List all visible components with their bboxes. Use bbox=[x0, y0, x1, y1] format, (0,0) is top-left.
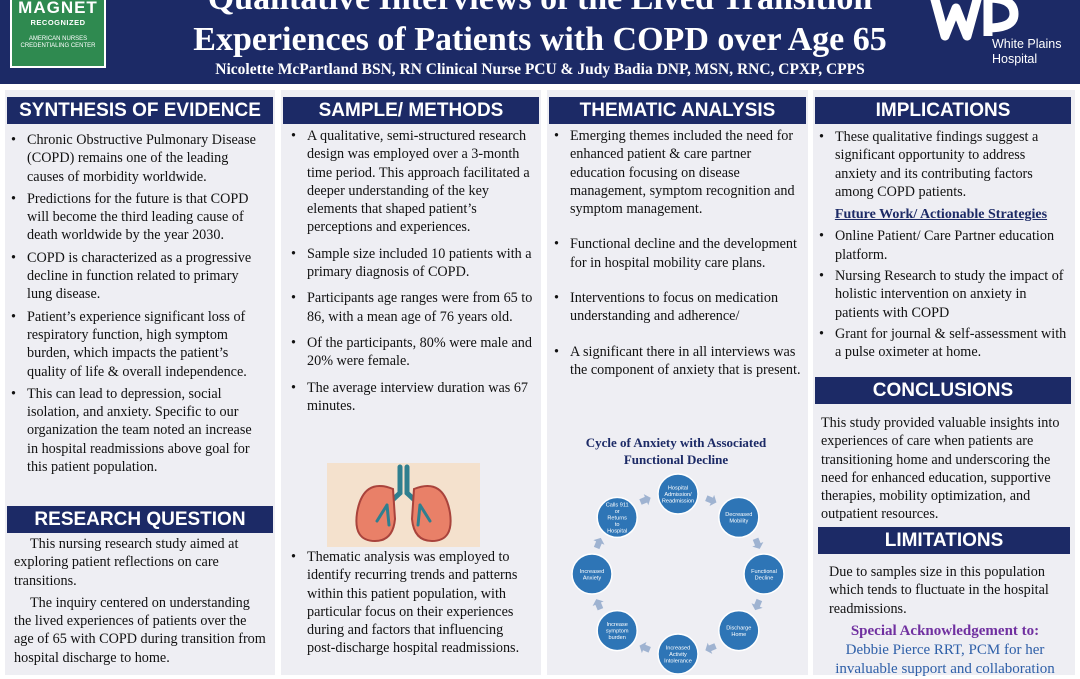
magnet-logo-line1: MAGNET bbox=[18, 0, 98, 17]
magnet-logo-line2: RECOGNIZED bbox=[30, 18, 86, 27]
lungs-icon bbox=[355, 464, 452, 543]
svg-text:Calls 911: Calls 911 bbox=[606, 502, 629, 508]
cycle-diagram-title: Cycle of Anxiety with Associated Functio… bbox=[585, 435, 767, 467]
future-work-bullet: Nursing Research to study the impact of … bbox=[815, 267, 1067, 322]
future-work-heading: Future Work/ Actionable Strategies bbox=[834, 207, 1048, 223]
svg-text:or: or bbox=[615, 509, 620, 515]
white-plains-hospital-logo bbox=[930, 0, 1019, 41]
research-question-heading: RESEARCH QUESTION bbox=[7, 506, 273, 533]
anxiety-cycle-diagram: HospitalAdmission/ReadmissionDecreasedMo… bbox=[571, 473, 785, 675]
synthesis-heading: SYNTHESIS OF EVIDENCE bbox=[7, 97, 273, 124]
svg-text:Functional: Functional bbox=[751, 569, 777, 575]
methods-heading: SAMPLE/ METHODS bbox=[283, 97, 539, 124]
methods-bullet: Sample size included 10 patients with a … bbox=[287, 245, 533, 282]
methods-bullet: The average interview duration was 67 mi… bbox=[287, 379, 533, 416]
authors-line: Nicolette McPartland BSN, RN Clinical Nu… bbox=[215, 61, 865, 78]
synthesis-bullet: Predictions for the future is that COPD … bbox=[7, 190, 263, 245]
lungs-illustration bbox=[327, 463, 480, 547]
conclusions-heading: CONCLUSIONS bbox=[815, 377, 1071, 404]
svg-text:Returns: Returns bbox=[607, 515, 627, 521]
implications-body: These qualitative findings suggest a sig… bbox=[815, 128, 1067, 362]
svg-text:Activity: Activity bbox=[669, 652, 687, 658]
title-line-1: Qualitative Interviews of the Lived Tran… bbox=[120, 0, 960, 19]
cycle-arrow bbox=[592, 599, 604, 611]
magnet-logo-line3: AMERICAN NURSES CREDENTIALING CENTER bbox=[20, 36, 96, 49]
acknowledgement-text: Debbie Pierce RRT, PCM for her invaluabl… bbox=[835, 642, 1055, 677]
thematic-bullet: A significant there in all interviews wa… bbox=[550, 343, 806, 380]
svg-text:Decline: Decline bbox=[755, 575, 774, 581]
svg-text:burden: burden bbox=[608, 635, 625, 641]
magnet-recognized-logo: MAGNET RECOGNIZED AMERICAN NURSES CREDEN… bbox=[10, 0, 106, 68]
svg-text:Intolerance: Intolerance bbox=[664, 659, 692, 665]
methods-bullet: Thematic analysis was employed to identi… bbox=[287, 548, 533, 658]
hospital-name: White Plains Hospital bbox=[992, 37, 1061, 67]
cycle-arrow bbox=[705, 642, 717, 654]
synthesis-bullet: COPD is characterized as a progressive d… bbox=[7, 249, 263, 304]
future-work-bullet: Online Patient/ Care Partner education p… bbox=[815, 227, 1067, 264]
svg-text:Decreased: Decreased bbox=[725, 512, 752, 518]
acknowledgement: Special Acknowledgement to: Debbie Pierc… bbox=[817, 622, 1073, 679]
synthesis-bullet: Patient’s experience significant loss of… bbox=[7, 308, 263, 381]
cycle-arrow bbox=[705, 494, 717, 507]
svg-text:Anxiety: Anxiety bbox=[583, 575, 602, 581]
methods-body-2: Thematic analysis was employed to identi… bbox=[287, 548, 533, 658]
svg-text:to: to bbox=[615, 522, 620, 528]
svg-text:Increased: Increased bbox=[666, 646, 691, 652]
cycle-arrow bbox=[751, 598, 763, 611]
acknowledgement-heading: Special Acknowledgement to: bbox=[850, 623, 1040, 639]
thematic-body: Emerging themes included the need for en… bbox=[550, 127, 806, 379]
methods-body: A qualitative, semi-structured research … bbox=[287, 127, 533, 415]
poster-title: Qualitative Interviews of the Lived Tran… bbox=[120, 0, 960, 60]
svg-text:Discharge: Discharge bbox=[726, 625, 751, 631]
research-question-paragraph-2: The inquiry centered on understanding th… bbox=[14, 594, 266, 666]
svg-text:Home: Home bbox=[731, 632, 746, 638]
svg-text:symptom: symptom bbox=[606, 629, 629, 635]
hospital-name-line2: Hospital bbox=[992, 52, 1038, 66]
svg-text:Increase: Increase bbox=[606, 622, 627, 628]
thematic-bullet: Emerging themes included the need for en… bbox=[550, 127, 806, 218]
column-1-background bbox=[5, 90, 275, 675]
synthesis-body: Chronic Obstructive Pulmonary Disease (C… bbox=[7, 131, 263, 480]
svg-text:Increased: Increased bbox=[580, 569, 605, 575]
synthesis-bullet: This can lead to depression, social isol… bbox=[7, 385, 263, 476]
future-work-bullet: Grant for journal & self-assessment with… bbox=[815, 325, 1067, 362]
conclusions-text: This study provided valuable insights in… bbox=[821, 415, 1060, 523]
svg-text:Mobility: Mobility bbox=[729, 519, 748, 525]
svg-text:Hospital: Hospital bbox=[607, 528, 627, 534]
cycle-arrow bbox=[752, 537, 764, 549]
methods-bullet: A qualitative, semi-structured research … bbox=[287, 127, 533, 237]
cycle-arrow bbox=[593, 537, 605, 550]
title-line-2: Experiences of Patients with COPD over A… bbox=[193, 21, 887, 58]
research-question-paragraph-1: This nursing research study aimed at exp… bbox=[14, 536, 239, 589]
svg-text:Readmission: Readmission bbox=[662, 499, 694, 505]
thematic-bullet: Interventions to focus on medication und… bbox=[550, 289, 806, 326]
cycle-arrow bbox=[639, 641, 651, 654]
implications-bullet: These qualitative findings suggest a sig… bbox=[815, 128, 1067, 201]
svg-text:Admission/: Admission/ bbox=[664, 492, 692, 498]
svg-text:Hospital: Hospital bbox=[668, 486, 688, 492]
synthesis-bullet: Chronic Obstructive Pulmonary Disease (C… bbox=[7, 131, 263, 186]
poster-header: MAGNET RECOGNIZED AMERICAN NURSES CREDEN… bbox=[0, 0, 1080, 84]
methods-bullet: Of the participants, 80% were male and 2… bbox=[287, 334, 533, 371]
limitations-text: Due to samples size in this population w… bbox=[829, 564, 1049, 617]
implications-heading: IMPLICATIONS bbox=[815, 97, 1071, 124]
cycle-arrow bbox=[639, 494, 651, 506]
methods-bullet: Participants age ranges were from 65 to … bbox=[287, 289, 533, 326]
hospital-name-line1: White Plains bbox=[992, 37, 1062, 51]
limitations-heading: LIMITATIONS bbox=[818, 527, 1070, 554]
thematic-heading: THEMATIC ANALYSIS bbox=[549, 97, 806, 124]
research-question-body: This nursing research study aimed at exp… bbox=[14, 535, 266, 667]
thematic-bullet: Functional decline and the development f… bbox=[550, 235, 806, 272]
